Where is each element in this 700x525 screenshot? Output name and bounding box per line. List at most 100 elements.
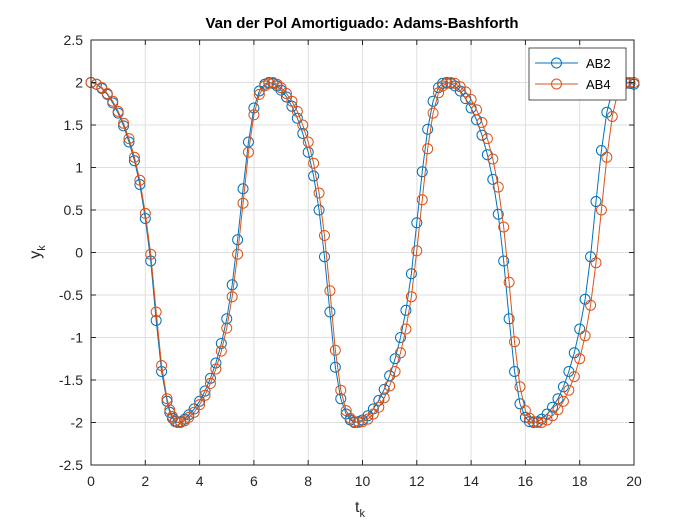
- data-point-ab2: [514, 398, 526, 410]
- chart-title: Van der Pol Amortiguado: Adams-Bashforth: [205, 15, 518, 32]
- data-point-ab4: [172, 417, 184, 428]
- data-point-ab4: [433, 87, 445, 99]
- x-tick-label: 10: [355, 473, 371, 489]
- data-point-ab4: [590, 257, 602, 269]
- data-point-ab4: [445, 77, 457, 88]
- data-point-ab4: [352, 417, 364, 428]
- data-point-ab2: [557, 381, 569, 393]
- data-point-ab4: [441, 77, 453, 89]
- data-point-ab4: [568, 371, 580, 383]
- y-axis-label-subscript: k: [36, 245, 48, 251]
- data-point-ab4: [579, 330, 591, 342]
- data-point-ab4: [248, 109, 260, 121]
- legend-marker-ab2: [551, 57, 562, 69]
- data-point-ab2: [308, 170, 320, 182]
- data-point-ab2: [232, 234, 244, 246]
- data-point-ab2: [585, 251, 597, 263]
- data-point-ab4: [563, 384, 575, 396]
- data-point-ab2: [595, 145, 607, 156]
- data-point-ab2: [324, 306, 336, 318]
- data-point-ab4: [308, 157, 320, 169]
- data-point-ab4: [400, 323, 412, 335]
- data-point-ab4: [547, 410, 559, 422]
- x-tick-label: 18: [572, 473, 588, 489]
- data-point-ab4: [481, 133, 493, 145]
- data-point-ab2: [487, 173, 499, 185]
- data-point-ab2: [498, 255, 510, 267]
- y-tick-label: 2.5: [64, 32, 84, 48]
- data-point-ab4: [221, 322, 233, 334]
- data-point-ab4: [357, 416, 368, 428]
- data-point-ab2: [297, 128, 309, 139]
- data-point-ab2: [183, 409, 195, 421]
- data-point-ab2: [400, 304, 412, 316]
- legend-label-ab2: AB2: [586, 56, 611, 71]
- data-point-ab4: [427, 107, 439, 119]
- data-point-ab4: [242, 146, 254, 158]
- data-point-ab4: [112, 105, 124, 117]
- data-point-ab4: [373, 401, 385, 413]
- data-point-ab2: [476, 129, 488, 141]
- data-point-ab4: [232, 248, 244, 260]
- data-point-ab2: [313, 204, 325, 216]
- data-point-ab4: [188, 406, 200, 418]
- data-point-ab4: [161, 393, 173, 405]
- data-point-ab4: [476, 116, 488, 128]
- data-point-ab4: [509, 336, 521, 348]
- data-point-ab4: [514, 381, 526, 393]
- y-tick-label: -1.5: [59, 372, 83, 388]
- y-axis-label-base: y: [27, 251, 44, 259]
- data-point-ab4: [416, 194, 428, 206]
- data-point-ab4: [297, 119, 309, 131]
- data-point-ab4: [378, 392, 390, 404]
- data-point-ab4: [210, 363, 222, 375]
- x-tick-label: 0: [87, 473, 95, 489]
- data-point-ab4: [286, 95, 298, 107]
- data-point-ab2: [221, 313, 233, 325]
- y-tick-label: -2.5: [59, 457, 83, 473]
- data-point-ab2: [123, 136, 135, 148]
- series-line-ab4: [90, 81, 634, 424]
- data-point-ab2: [416, 166, 428, 178]
- data-point-ab4: [313, 187, 325, 199]
- data-point-ab4: [271, 78, 283, 90]
- x-tick-label: 14: [463, 473, 479, 489]
- data-point-ab4: [215, 345, 227, 357]
- data-point-ab4: [139, 207, 151, 219]
- data-point-ab4: [405, 291, 417, 303]
- data-point-ab4: [528, 416, 540, 428]
- data-point-ab4: [492, 181, 504, 193]
- data-point-ab4: [329, 344, 341, 356]
- data-point-ab4: [367, 408, 379, 420]
- data-point-ab4: [128, 151, 140, 163]
- data-point-ab4: [595, 204, 607, 216]
- data-point-ab4: [471, 104, 483, 116]
- data-point-ab4: [503, 276, 515, 288]
- data-point-ab2: [568, 347, 580, 359]
- data-point-ab4: [498, 221, 510, 233]
- data-point-ab4: [302, 136, 314, 148]
- data-point-ab2: [541, 408, 553, 420]
- data-point-ab4: [487, 153, 499, 165]
- data-point-ab2: [574, 323, 586, 335]
- data-point-ab2: [373, 394, 385, 406]
- x-tick-label: 6: [250, 473, 258, 489]
- data-point-ab4: [226, 291, 238, 303]
- data-point-ab2: [194, 395, 206, 407]
- y-tick-label: 1: [75, 160, 83, 176]
- x-tick-label: 12: [409, 473, 425, 489]
- data-point-ab2: [291, 112, 303, 124]
- data-point-ab2: [237, 183, 249, 195]
- y-tick-label: -2: [71, 415, 84, 431]
- legend-label-ab4: AB4: [586, 77, 611, 92]
- legend: AB2 AB4: [528, 47, 627, 101]
- x-axis-label-subscript: k: [359, 508, 365, 520]
- data-point-ab2: [411, 217, 423, 229]
- y-axis-label: yk: [27, 245, 48, 259]
- data-point-ab4: [96, 82, 108, 94]
- data-point-ab4: [557, 395, 569, 407]
- data-point-ab2: [362, 410, 374, 422]
- data-point-ab4: [460, 86, 472, 98]
- data-point-ab4: [150, 306, 162, 318]
- data-point-ab2: [590, 196, 602, 207]
